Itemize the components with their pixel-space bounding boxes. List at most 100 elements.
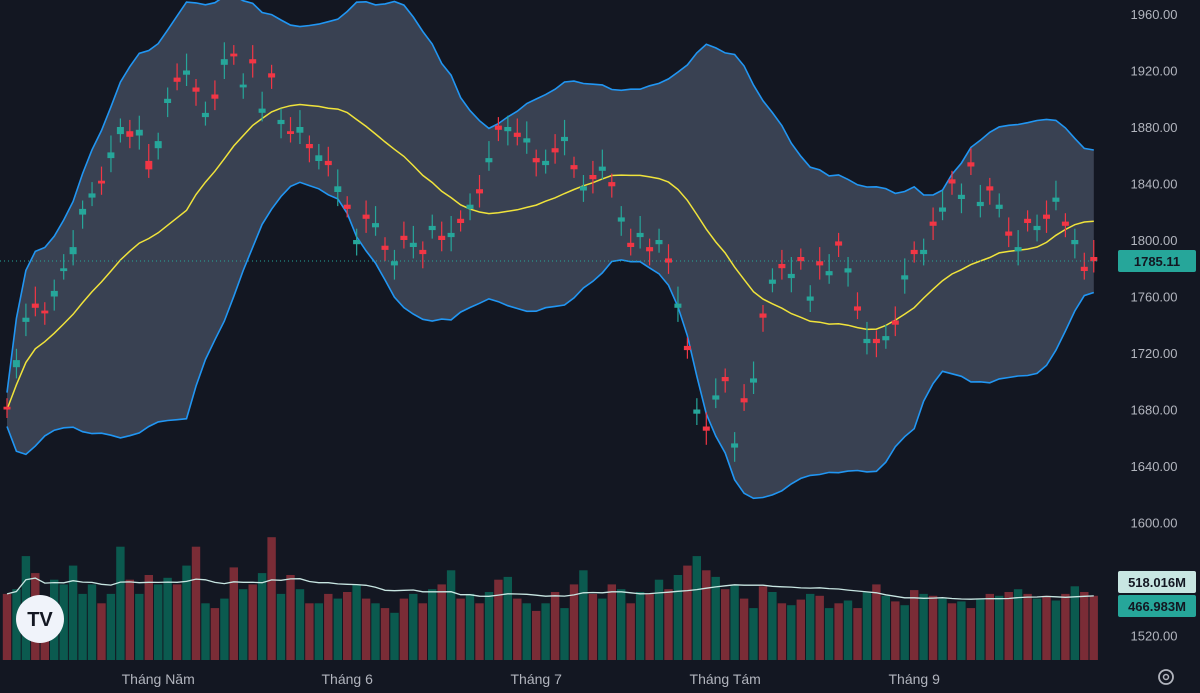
volume-bar: [220, 598, 229, 660]
volume-bar: [853, 608, 862, 660]
candle: [948, 170, 956, 195]
volume-bar: [352, 584, 361, 660]
y-tick-label: 1920.00: [1131, 64, 1178, 79]
candle: [740, 384, 748, 411]
candle: [787, 257, 795, 293]
candle: [759, 305, 767, 332]
volume-bar: [390, 612, 399, 660]
y-axis-panel: [1098, 0, 1200, 660]
candle: [324, 146, 332, 177]
volume-bar: [995, 595, 1004, 660]
volume-bar: [711, 576, 720, 660]
candle: [617, 206, 625, 236]
candle: [561, 119, 568, 156]
volume-bar: [532, 610, 541, 660]
volume-bar: [428, 589, 437, 660]
candle: [249, 45, 257, 78]
volume-bar: [541, 603, 550, 660]
volume-bar: [78, 593, 87, 660]
candle: [192, 79, 200, 106]
candle: [825, 254, 833, 284]
volume-bar: [739, 598, 749, 660]
volume-bar: [135, 593, 144, 660]
candle: [277, 108, 285, 139]
candle: [41, 302, 49, 325]
volume-bar: [399, 598, 409, 660]
y-tick-label: 1720.00: [1131, 346, 1178, 361]
volume-bar: [758, 586, 768, 660]
candle: [598, 149, 606, 180]
volume-bar: [446, 570, 456, 660]
candle: [967, 148, 975, 175]
volume-bar: [333, 598, 342, 660]
volume-bar: [276, 593, 286, 660]
candle: [211, 80, 219, 111]
volume-bar: [513, 598, 522, 660]
volume-bar: [163, 577, 172, 660]
volume-bar: [881, 595, 890, 660]
candle: [201, 101, 209, 126]
candle: [1071, 228, 1079, 259]
y-tick-label: 1800.00: [1131, 233, 1178, 248]
volume-bar: [1042, 595, 1051, 660]
y-tick-label: 1520.00: [1131, 629, 1178, 644]
volume-bar: [361, 598, 371, 660]
candle: [1033, 214, 1041, 242]
volume-bar: [579, 570, 588, 660]
candle: [872, 330, 880, 358]
volume-bar: [900, 605, 909, 660]
y-tick-label: 1840.00: [1131, 177, 1178, 192]
candle: [797, 248, 805, 270]
candle: [107, 135, 115, 173]
volume-bar: [1032, 598, 1042, 660]
x-tick-label: Tháng 6: [322, 671, 374, 687]
candle: [116, 118, 124, 143]
candle: [419, 241, 427, 269]
candle: [173, 63, 181, 91]
candle: [532, 149, 540, 177]
volume-ma: [6, 577, 1094, 600]
volume-bar: [503, 576, 512, 660]
svg-text:518.016M: 518.016M: [1128, 575, 1186, 590]
volume-bar: [777, 603, 787, 660]
volume-bar: [144, 575, 153, 660]
volume-bars: [2, 537, 1098, 660]
volume-bar: [891, 601, 900, 660]
candle: [390, 249, 398, 280]
candle: [608, 173, 616, 198]
candle: [50, 279, 58, 311]
price-tag: 1785.11: [1118, 250, 1196, 272]
volume-bar: [437, 584, 446, 660]
candle: [750, 361, 757, 394]
candle: [230, 45, 238, 65]
candle: [372, 206, 379, 236]
volume-bar: [966, 608, 976, 660]
volume-bar: [106, 593, 116, 660]
volume-bar: [692, 556, 701, 660]
candle: [485, 141, 493, 171]
candle: [986, 177, 994, 205]
volume-bar: [645, 593, 654, 660]
candle: [135, 115, 143, 150]
candle: [126, 119, 134, 149]
candle: [296, 110, 304, 144]
volume-bar: [862, 592, 872, 660]
gear-icon[interactable]: [1158, 669, 1174, 685]
volume-bar: [12, 589, 21, 660]
volume-bar: [787, 605, 796, 660]
candle: [702, 412, 710, 445]
volume-bar: [125, 579, 134, 660]
volume-tag: 466.983M: [1118, 595, 1196, 617]
y-tick-label: 1600.00: [1131, 516, 1178, 531]
logo-text: TV: [27, 609, 53, 631]
candle: [835, 232, 843, 257]
candle: [447, 216, 455, 252]
volume-bar: [815, 595, 824, 660]
volume-bar: [475, 603, 484, 660]
tradingview-logo[interactable]: TV: [16, 595, 64, 643]
volume-bar: [947, 603, 957, 660]
volume-bar: [494, 579, 503, 660]
y-tick-label: 1760.00: [1131, 290, 1178, 305]
basis-line: [6, 103, 1094, 410]
